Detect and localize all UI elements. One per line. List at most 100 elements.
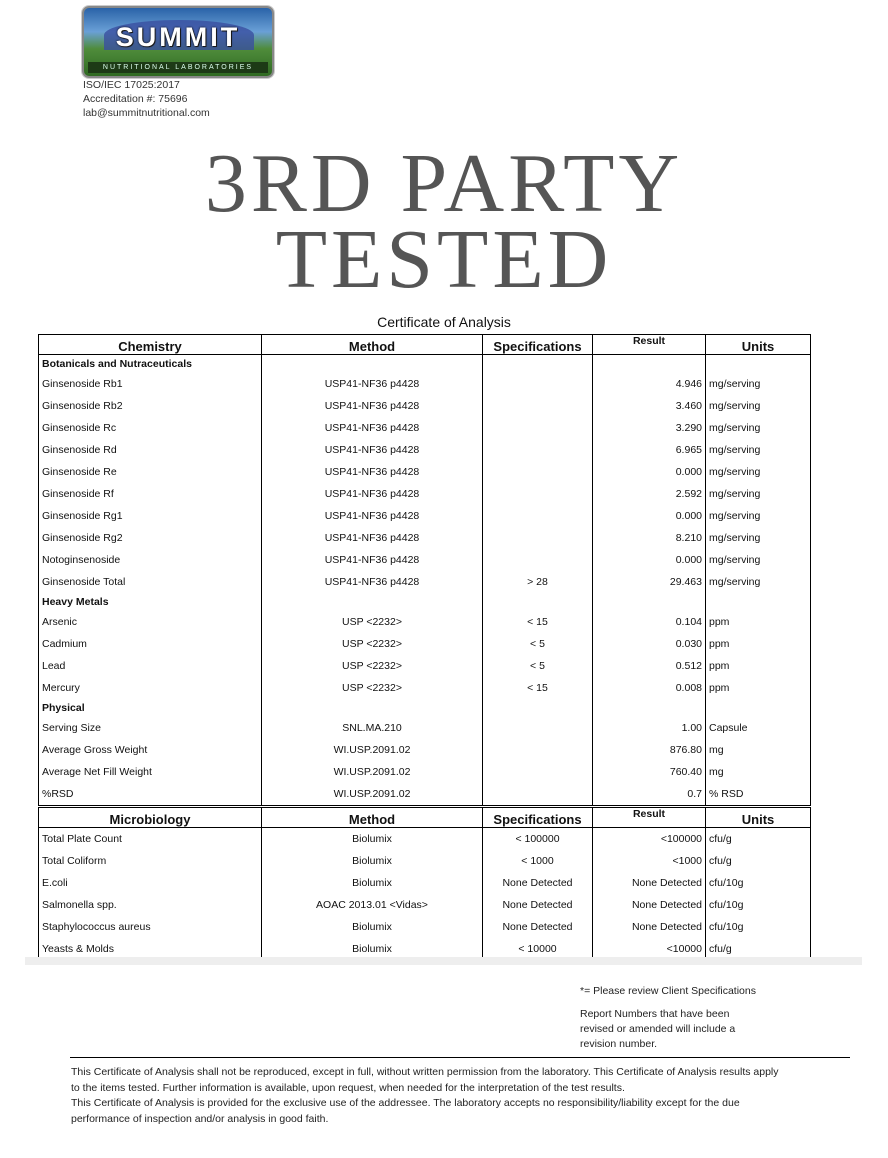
cell-name: Ginsenoside Rb1: [42, 378, 123, 390]
cell-spec: None Detected: [482, 872, 593, 894]
cell-spec: [482, 717, 593, 739]
cell-result: None Detected: [592, 894, 706, 916]
microbiology-table: Microbiology Method Specifications Result Un…: [38, 807, 811, 961]
cell-units: ppm: [705, 677, 811, 699]
cell-units: cfu/10g: [705, 894, 811, 916]
cell-method: USP <2232>: [261, 677, 483, 699]
empty-cell: [705, 593, 811, 611]
cell-result: <1000: [592, 850, 706, 872]
empty-cell: [482, 593, 593, 611]
cell-name: Salmonella spp.: [42, 899, 117, 911]
lab-info: ISO/IEC 17025:2017 Accreditation #: 7569…: [83, 78, 210, 120]
cell-name: Ginsenoside Rd: [42, 444, 117, 456]
header-row: Microbiology Method Specifications Result Un…: [38, 807, 811, 828]
cell-units: cfu/g: [705, 850, 811, 872]
category-label: Physical: [42, 702, 85, 714]
cell-result: None Detected: [592, 872, 706, 894]
cell-name: Yeasts & Molds: [42, 943, 114, 955]
table-row: Ginsenoside Rb1 USP41-NF36 p4428 4.946 mg/s…: [39, 373, 811, 395]
cell-units: mg/serving: [705, 395, 811, 417]
cell-spec: None Detected: [482, 916, 593, 938]
table-row: Salmonella spp. AOAC 2013.01 <Vidas> None …: [39, 894, 811, 916]
cell-spec: [482, 439, 593, 461]
logo-wordmark: SUMMIT: [115, 22, 241, 52]
header-row: Chemistry Method Specifications Result Units: [38, 334, 811, 355]
empty-cell: [592, 593, 706, 611]
cell-name: Serving Size: [42, 722, 101, 734]
cell-units: mg/serving: [705, 527, 811, 549]
empty-cell: [482, 699, 593, 717]
cell-name: Arsenic: [42, 616, 78, 628]
revision-note-line: revised or amended will include a: [580, 1023, 736, 1035]
empty-cell: [592, 354, 706, 373]
title-line-2: TESTED: [275, 213, 613, 306]
cell-method: USP <2232>: [261, 655, 483, 677]
empty-cell: [705, 354, 811, 373]
cell-spec: [482, 761, 593, 783]
cell-result: None Detected: [592, 916, 706, 938]
table-row: Total Coliform Biolumix < 1000 <1000 cfu/g: [39, 850, 811, 872]
column-header-method: Method: [261, 334, 483, 355]
cell-spec: < 5: [482, 633, 593, 655]
table-row: Average Net Fill Weight WI.USP.2091.02 760…: [39, 761, 811, 783]
cell-method: USP41-NF36 p4428: [261, 395, 483, 417]
table-row: E.coli Biolumix None Detected None Detected…: [39, 872, 811, 894]
cell-spec: [482, 417, 593, 439]
cell-spec: [482, 461, 593, 483]
cell-units: mg/serving: [705, 373, 811, 395]
cell-result: 3.460: [592, 395, 706, 417]
cell-method: USP <2232>: [261, 611, 483, 633]
empty-cell: [261, 699, 483, 717]
cell-method: Biolumix: [261, 938, 483, 961]
cell-name: Ginsenoside Rg1: [42, 510, 123, 522]
cell-name: E.coli: [42, 877, 68, 889]
table-row: Arsenic USP <2232> < 15 0.104 ppm: [39, 611, 811, 633]
cell-spec: [482, 549, 593, 571]
cell-spec: [482, 373, 593, 395]
cell-units: Capsule: [705, 717, 811, 739]
cell-units: cfu/10g: [705, 872, 811, 894]
cell-spec: [482, 395, 593, 417]
cell-units: mg/serving: [705, 417, 811, 439]
column-header-method: Method: [261, 807, 483, 828]
cell-method: Biolumix: [261, 850, 483, 872]
cell-result: 0.7: [592, 783, 706, 806]
cell-method: USP41-NF36 p4428: [261, 439, 483, 461]
cell-method: USP41-NF36 p4428: [261, 461, 483, 483]
cell-name: Average Gross Weight: [42, 744, 148, 756]
cell-result: 0.008: [592, 677, 706, 699]
table-row: Ginsenoside Rf USP41-NF36 p4428 2.592 mg/se…: [39, 483, 811, 505]
disclaimer-line: to the items tested. Further information…: [71, 1081, 625, 1094]
divider-band: [25, 957, 862, 965]
table-row: Average Gross Weight WI.USP.2091.02 876.80…: [39, 739, 811, 761]
cell-method: USP <2232>: [261, 633, 483, 655]
table-row: Ginsenoside Rb2 USP41-NF36 p4428 3.460 mg/s…: [39, 395, 811, 417]
cell-units: mg: [705, 761, 811, 783]
cell-units: cfu/10g: [705, 916, 811, 938]
column-header-specifications: Specifications: [482, 334, 593, 355]
cell-method: USP41-NF36 p4428: [261, 505, 483, 527]
cell-spec: < 5: [482, 655, 593, 677]
table-row: %RSD WI.USP.2091.02 0.7% RSD: [39, 783, 811, 806]
table-row: Ginsenoside Rd USP41-NF36 p4428 6.965 mg/se…: [39, 439, 811, 461]
client-spec-note: *= Please review Client Specifications: [580, 985, 756, 997]
category-row: Botanicals and Nutraceuticals: [39, 354, 811, 373]
cell-spec: > 28: [482, 571, 593, 593]
cell-spec: None Detected: [482, 894, 593, 916]
mountain-graphic: [104, 20, 254, 50]
cell-units: cfu/g: [705, 938, 811, 961]
table-row: Lead USP <2232> < 5 0.512 ppm: [39, 655, 811, 677]
chemistry-table: Chemistry Method Specifications Result Units…: [38, 334, 811, 806]
table-row: Mercury USP <2232> < 15 0.008 ppm: [39, 677, 811, 699]
cell-method: Biolumix: [261, 827, 483, 850]
cell-result: 0.512: [592, 655, 706, 677]
revision-note-line: revision number.: [580, 1038, 658, 1050]
column-header-specifications: Specifications: [482, 807, 593, 828]
cell-result: 3.290: [592, 417, 706, 439]
cell-name: Total Coliform: [42, 855, 107, 867]
cell-units: mg: [705, 739, 811, 761]
column-header-result: Result: [592, 807, 706, 828]
cell-result: 8.210: [592, 527, 706, 549]
table-row: Yeasts & Molds Biolumix < 10000 <10000 cfu/g: [39, 938, 811, 961]
cell-spec: [482, 483, 593, 505]
